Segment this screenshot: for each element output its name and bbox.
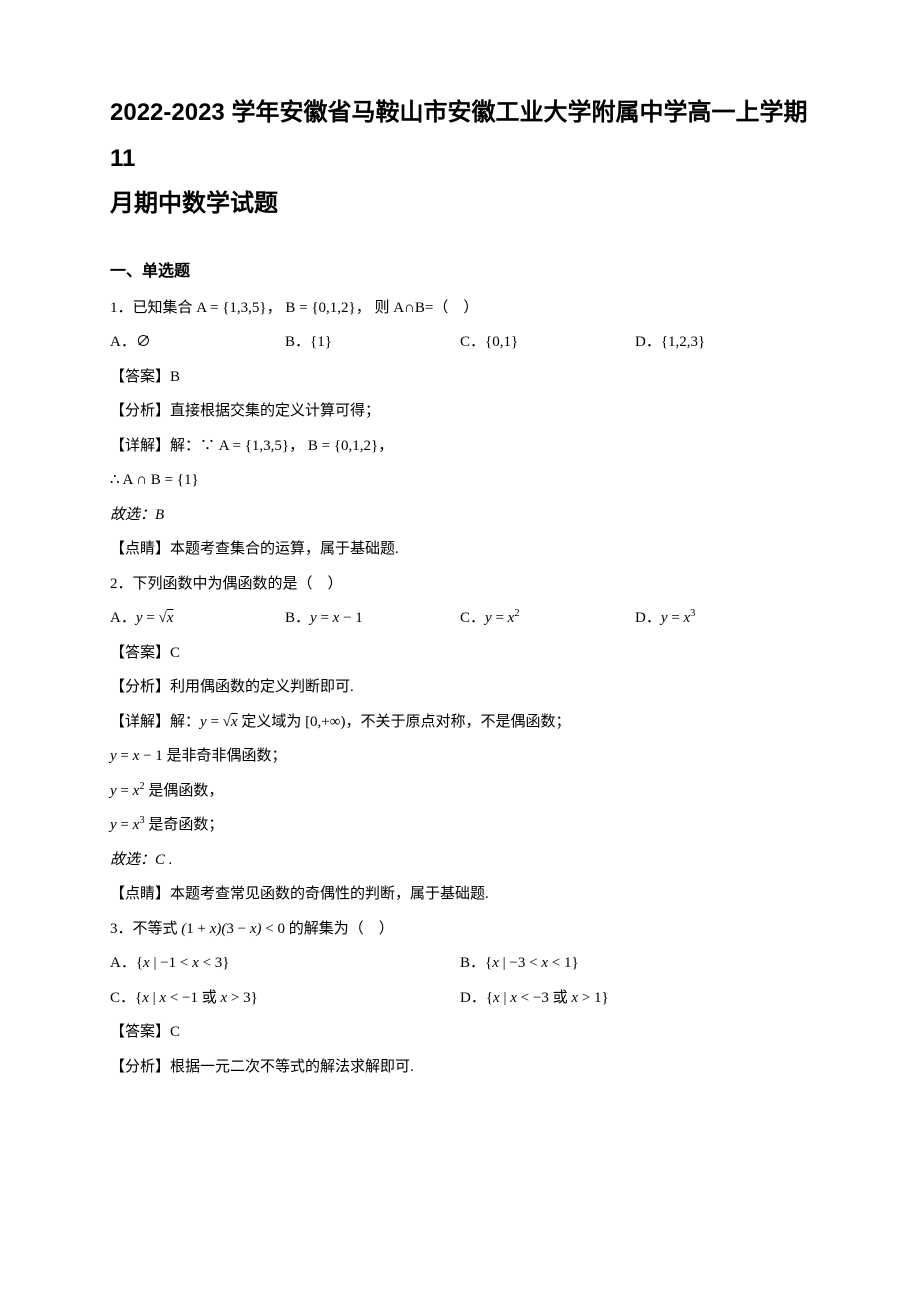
q2-optA-pre: A．	[110, 610, 136, 626]
q1-stem: 1．已知集合 A = {1,3,5}， B = {0,1,2}， 则 A∩B=（…	[110, 291, 810, 326]
q3-analysis: 【分析】根据一元二次不等式的解法求解即可.	[110, 1050, 810, 1085]
q1-optD: D．{1,2,3}	[635, 325, 810, 360]
q1-optC: C．{0,1}	[460, 325, 635, 360]
q2-l3: y = x2 是偶函数，	[110, 774, 810, 809]
q1-optA: A．∅	[110, 325, 285, 360]
q1-note: 【点睛】本题考查集合的运算，属于基础题.	[110, 532, 810, 567]
q3-options-row1: A．{x | −1 < x < 3} B．{x | −3 < x < 1}	[110, 946, 810, 981]
q2-so: 故选：C .	[110, 843, 810, 878]
q2-options: A．y = √x B．y = x − 1 C．y = x2 D．y = x3	[110, 601, 810, 636]
q2-optD: D．y = x3	[635, 601, 810, 636]
q1-stem-text: 1．已知集合 A = {1,3,5}， B = {0,1,2}， 则 A∩B=（…	[110, 300, 478, 316]
q2-detail-rest: 定义域为 [0,+∞)，不关于原点对称，不是偶函数；	[238, 714, 571, 730]
q3-optC: C．{x | x < −1 或 x > 3}	[110, 981, 460, 1016]
q1-detail: 【详解】解：∵ A = {1,3,5}， B = {0,1,2}，	[110, 429, 810, 464]
q2-analysis: 【分析】利用偶函数的定义判断即可.	[110, 670, 810, 705]
q2-optA-math: y = √x	[136, 610, 174, 626]
title-line-1: 2022-2023 学年安徽省马鞍山市安徽工业大学附属中学高一上学期 11	[110, 90, 810, 181]
q2-optA: A．y = √x	[110, 601, 285, 636]
q1-conclude: ∴ A ∩ B = {1}	[110, 463, 810, 498]
q1-analysis: 【分析】直接根据交集的定义计算可得；	[110, 394, 810, 429]
exam-title: 2022-2023 学年安徽省马鞍山市安徽工业大学附属中学高一上学期 11 月期…	[110, 90, 810, 227]
q1-so: 故选：B	[110, 498, 810, 533]
q2-detail: 【详解】解：y = √x 定义域为 [0,+∞)，不关于原点对称，不是偶函数；	[110, 705, 810, 740]
q3-optD: D．{x | x < −3 或 x > 1}	[460, 981, 810, 1016]
q2-l2: y = x − 1 是非奇非偶函数；	[110, 739, 810, 774]
exam-page: 2022-2023 学年安徽省马鞍山市安徽工业大学附属中学高一上学期 11 月期…	[0, 0, 920, 1302]
q2-detail-math: y = √x	[200, 714, 238, 730]
q2-detail-pre: 【详解】解：	[110, 714, 200, 730]
q2-l4: y = x3 是奇函数；	[110, 808, 810, 843]
q3-optB: B．{x | −3 < x < 1}	[460, 946, 810, 981]
q2-stem: 2．下列函数中为偶函数的是（ ）	[110, 567, 810, 602]
q1-options: A．∅ B．{1} C．{0,1} D．{1,2,3}	[110, 325, 810, 360]
q3-options-row2: C．{x | x < −1 或 x > 3} D．{x | x < −3 或 x…	[110, 981, 810, 1016]
q3-optA: A．{x | −1 < x < 3}	[110, 946, 460, 981]
title-line-2: 月期中数学试题	[110, 181, 810, 227]
section-1-heading: 一、单选题	[110, 257, 810, 281]
q1-so-text: 故选：B	[110, 507, 164, 523]
q1-answer: 【答案】B	[110, 360, 810, 395]
q2-note: 【点睛】本题考查常见函数的奇偶性的判断，属于基础题.	[110, 877, 810, 912]
q1-conclude-text: ∴ A ∩ B = {1}	[110, 472, 199, 488]
q1-optB: B．{1}	[285, 325, 460, 360]
q3-answer: 【答案】C	[110, 1015, 810, 1050]
q2-optC: C．y = x2	[460, 601, 635, 636]
q2-answer: 【答案】C	[110, 636, 810, 671]
q2-optB: B．y = x − 1	[285, 601, 460, 636]
q2-so-text: 故选：C .	[110, 852, 173, 868]
q3-stem: 3．不等式 (1 + x)(3 − x) < 0 的解集为（ ）	[110, 912, 810, 947]
